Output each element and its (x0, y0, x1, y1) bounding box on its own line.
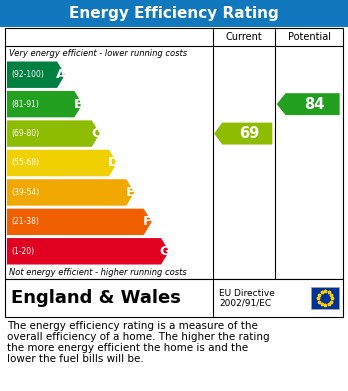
Polygon shape (7, 150, 117, 176)
Text: Very energy efficient - lower running costs: Very energy efficient - lower running co… (9, 49, 187, 58)
Bar (5, 279, 343, 317)
Text: (69-80): (69-80) (11, 129, 39, 138)
Polygon shape (7, 179, 134, 206)
Text: Not energy efficient - higher running costs: Not energy efficient - higher running co… (9, 268, 187, 277)
Polygon shape (7, 120, 100, 147)
Text: C: C (91, 127, 101, 140)
Text: The energy efficiency rating is a measure of the: The energy efficiency rating is a measur… (7, 321, 258, 331)
Polygon shape (7, 61, 65, 88)
Bar (311, 287, 339, 309)
Text: Current: Current (226, 32, 262, 42)
Text: 84: 84 (304, 97, 325, 112)
Text: (81-91): (81-91) (11, 100, 39, 109)
Text: overall efficiency of a home. The higher the rating: overall efficiency of a home. The higher… (7, 332, 270, 342)
Text: England & Wales: England & Wales (11, 289, 181, 307)
Bar (5, 28, 343, 279)
Text: (92-100): (92-100) (11, 70, 44, 79)
Text: F: F (143, 215, 152, 228)
Bar (0, 0, 348, 27)
Text: (55-68): (55-68) (11, 158, 39, 167)
Text: Energy Efficiency Rating: Energy Efficiency Rating (69, 6, 279, 21)
Text: 69: 69 (239, 126, 259, 141)
Polygon shape (214, 123, 272, 145)
Text: A: A (56, 68, 66, 81)
Text: (39-54): (39-54) (11, 188, 39, 197)
Polygon shape (7, 238, 169, 264)
Text: EU Directive: EU Directive (219, 289, 275, 298)
Text: E: E (126, 186, 135, 199)
Text: (21-38): (21-38) (11, 217, 39, 226)
Text: D: D (108, 156, 119, 170)
Text: Potential: Potential (288, 32, 331, 42)
Text: lower the fuel bills will be.: lower the fuel bills will be. (7, 354, 144, 364)
Text: (1-20): (1-20) (11, 247, 34, 256)
Text: B: B (73, 98, 84, 111)
Text: G: G (160, 245, 171, 258)
Text: the more energy efficient the home is and the: the more energy efficient the home is an… (7, 343, 248, 353)
Polygon shape (7, 91, 82, 117)
Polygon shape (277, 93, 340, 115)
Polygon shape (7, 209, 152, 235)
Text: 2002/91/EC: 2002/91/EC (219, 298, 271, 307)
